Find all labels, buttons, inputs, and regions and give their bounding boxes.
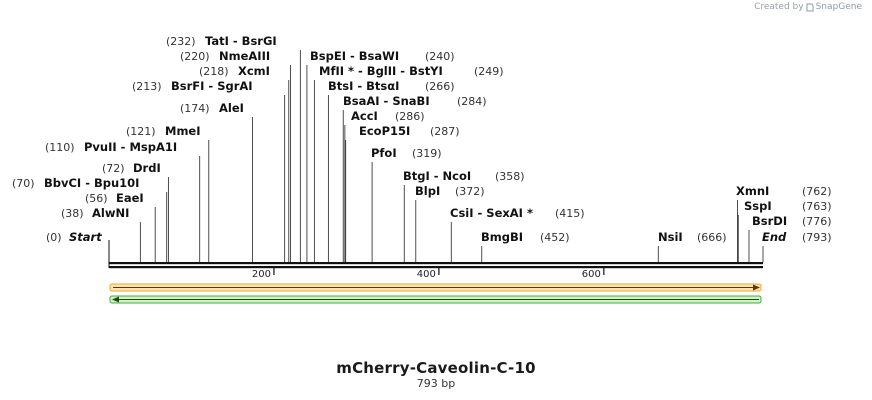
credit-prefix: Created by <box>754 2 804 12</box>
site-name-label[interactable]: PfoI <box>371 146 397 160</box>
site-position-label: (56) <box>85 192 108 205</box>
site-name-label[interactable]: AccI <box>351 109 378 123</box>
backbone-top-strand <box>109 262 763 265</box>
site-name-label[interactable]: BsrFI - SgrAI <box>171 79 253 93</box>
site-position-label: (358) <box>495 170 525 183</box>
site-name-label[interactable]: TatI - BsrGI <box>205 34 277 48</box>
site-position-label: (220) <box>180 50 210 63</box>
forward-arrow-icon <box>753 284 760 291</box>
site-name-label[interactable]: DrdI <box>133 161 161 175</box>
site-position-label: (240) <box>425 50 455 63</box>
map-length: 793 bp <box>416 377 456 390</box>
map-title: mCherry-Caveolin-C-10 <box>336 359 536 377</box>
site-name-label[interactable]: BtsI - BtsαI <box>328 79 399 93</box>
site-position-label: (372) <box>455 185 485 198</box>
site-position-label: (232) <box>166 35 196 48</box>
site-position-label: (38) <box>61 207 84 220</box>
site-name-label[interactable]: NmeAIII <box>219 49 270 63</box>
axis-tick-label: 200 <box>252 269 271 280</box>
site-name-label[interactable]: BsrDI <box>752 214 787 228</box>
site-position-label: (452) <box>540 231 570 244</box>
site-position-label: (287) <box>430 125 460 138</box>
site-position-label: (666) <box>697 231 727 244</box>
snapgene-logo-icon <box>806 3 814 12</box>
site-position-label: (72) <box>102 162 125 175</box>
site-name-label[interactable]: Start <box>69 230 102 244</box>
site-position-label: (121) <box>126 125 156 138</box>
site-name-label[interactable]: BlpI <box>415 184 440 198</box>
site-position-label: (174) <box>180 102 210 115</box>
site-name-label[interactable]: BsaAI - SnaBI <box>343 94 430 108</box>
site-position-label: (0) <box>46 231 62 244</box>
site-position-label: (284) <box>457 95 487 108</box>
site-position-label: (218) <box>199 65 229 78</box>
credit: Created by SnapGene <box>754 2 862 12</box>
backbone-bottom-strand <box>109 266 763 269</box>
site-position-label: (286) <box>395 110 425 123</box>
site-name-label[interactable]: BtgI - NcoI <box>403 169 471 183</box>
site-position-label: (266) <box>425 80 455 93</box>
reverse-arrow-icon <box>112 296 119 303</box>
site-name-label[interactable]: XmnI <box>736 184 769 198</box>
site-name-label[interactable]: EcoP15I <box>359 124 410 138</box>
site-position-label: (793) <box>802 231 832 244</box>
site-position-label: (249) <box>474 65 504 78</box>
axis-tick-label: 600 <box>582 269 601 280</box>
axis-tick-label: 400 <box>417 269 436 280</box>
site-position-label: (213) <box>132 80 162 93</box>
site-name-label[interactable]: NsiI <box>658 230 683 244</box>
site-name-label[interactable]: XcmI <box>238 64 270 78</box>
site-name-label[interactable]: CsiI - SexAI * <box>450 206 533 220</box>
site-position-label: (415) <box>555 207 585 220</box>
site-position-label: (319) <box>412 147 442 160</box>
site-name-label[interactable]: MfII * - BglII - BstYI <box>319 64 443 78</box>
site-name-label[interactable]: MmeI <box>165 124 201 138</box>
site-name-label[interactable]: BmgBI <box>481 230 523 244</box>
site-name-label[interactable]: SspI <box>744 199 772 213</box>
site-name-label[interactable]: AlwNI <box>92 206 129 220</box>
site-name-label[interactable]: BspEI - BsaWI <box>310 49 399 63</box>
site-name-label[interactable]: End <box>762 230 787 244</box>
site-position-label: (776) <box>802 215 832 228</box>
site-position-label: (70) <box>12 177 35 190</box>
site-name-label[interactable]: AleI <box>219 101 244 115</box>
site-position-label: (762) <box>802 185 832 198</box>
site-position-label: (763) <box>802 200 832 213</box>
credit-brand: SnapGene <box>815 2 862 12</box>
site-name-label[interactable]: PvuII - MspA1I <box>84 140 177 154</box>
site-name-label[interactable]: BbvCI - Bpu10I <box>44 176 139 190</box>
site-position-label: (110) <box>45 141 75 154</box>
site-name-label[interactable]: EaeI <box>116 191 144 205</box>
